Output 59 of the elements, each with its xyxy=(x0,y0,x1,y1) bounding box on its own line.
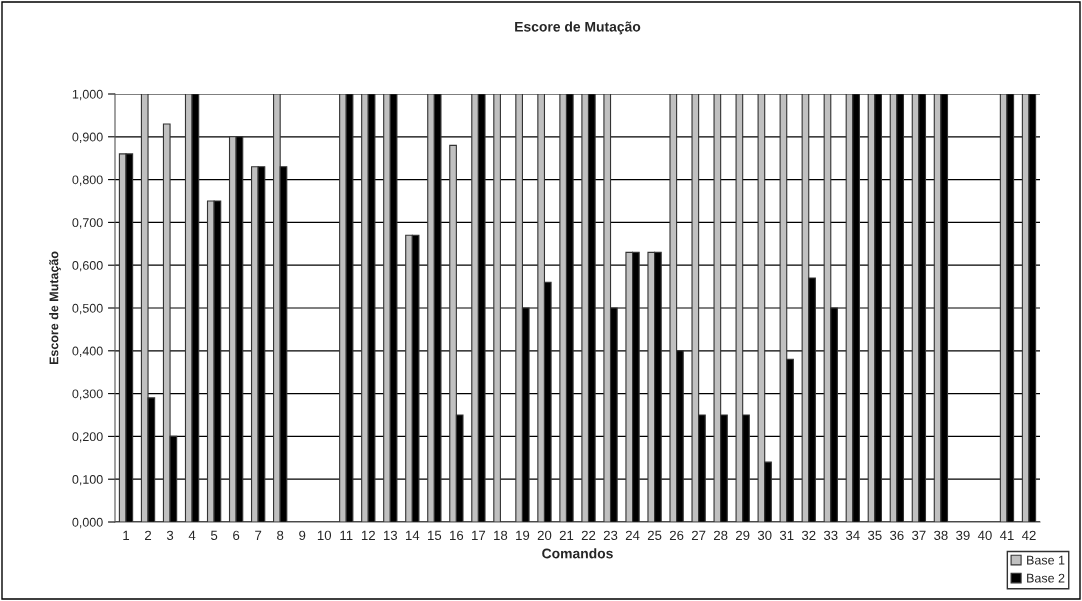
y-tick-label: 1,000 xyxy=(72,89,103,101)
y-tick-label: 0,700 xyxy=(72,218,103,229)
x-tick-label: 33 xyxy=(823,530,838,541)
x-tick-label: 15 xyxy=(428,530,442,541)
x-tick-label: 29 xyxy=(736,530,750,541)
x-tick-label: 38 xyxy=(934,530,948,541)
x-tick-label: 18 xyxy=(494,530,508,541)
y-tick-label: 0,600 xyxy=(72,261,103,272)
x-tick-label: 16 xyxy=(450,530,464,541)
y-tick-label: 0,100 xyxy=(72,475,103,486)
y-tick-label: 0,800 xyxy=(72,175,103,186)
x-axis-title: Comandos xyxy=(542,548,613,559)
x-tick-label: 20 xyxy=(537,530,552,541)
x-tick-label: 31 xyxy=(779,530,794,541)
x-tick-label: 2 xyxy=(145,530,152,540)
x-tick-label: 6 xyxy=(233,530,240,541)
x-tick-label: 3 xyxy=(166,530,174,541)
x-tick-label: 12 xyxy=(361,530,375,540)
x-tick-label: 26 xyxy=(669,530,684,541)
y-tick-label: 0,000 xyxy=(72,517,103,529)
x-tick-label: 14 xyxy=(405,530,420,540)
x-tick-label: 23 xyxy=(603,530,618,541)
x-tick-label: 39 xyxy=(956,530,970,541)
x-tick-label: 9 xyxy=(299,530,306,541)
x-tick-label: 36 xyxy=(890,530,904,541)
x-tick-label: 25 xyxy=(647,530,662,541)
legend-label: Base 1 xyxy=(1027,555,1065,565)
x-tick-label: 17 xyxy=(472,530,486,540)
y-tick-label: 0,200 xyxy=(72,432,103,443)
x-tick-label: 19 xyxy=(516,530,530,541)
y-tick-label: 0,300 xyxy=(72,389,103,400)
y-tick-label: 0,400 xyxy=(72,346,103,357)
x-tick-label: 10 xyxy=(317,530,332,541)
x-tick-label: 7 xyxy=(255,530,262,540)
x-tick-label: 1 xyxy=(123,530,130,540)
x-tick-label: 35 xyxy=(867,530,882,541)
x-tick-label: 24 xyxy=(625,530,640,540)
x-tick-label: 41 xyxy=(999,530,1014,540)
x-tick-label: 21 xyxy=(559,530,574,540)
legend-label: Base 2 xyxy=(1027,573,1065,583)
bar xyxy=(493,94,501,522)
x-tick-label: 27 xyxy=(691,530,706,540)
x-tick-label: 32 xyxy=(801,530,816,541)
x-tick-label: 4 xyxy=(188,530,196,540)
x-tick-label: 28 xyxy=(713,530,728,541)
x-tick-label: 8 xyxy=(277,530,284,541)
x-tick-label: 11 xyxy=(340,530,353,540)
x-tick-label: 37 xyxy=(912,530,926,541)
chart-title: Escore de Mutação xyxy=(515,21,641,35)
x-tick-label: 34 xyxy=(845,530,860,541)
x-tick-label: 5 xyxy=(210,530,218,541)
x-tick-label: 42 xyxy=(1021,530,1036,540)
y-axis-title: Escore de Mutação xyxy=(49,251,61,365)
y-tick-label: 0,500 xyxy=(72,303,103,315)
y-tick-label: 0,900 xyxy=(72,132,103,143)
x-tick-label: 40 xyxy=(977,530,992,541)
x-tick-label: 22 xyxy=(581,530,596,540)
x-tick-label: 30 xyxy=(757,530,772,541)
x-tick-label: 13 xyxy=(383,530,398,541)
